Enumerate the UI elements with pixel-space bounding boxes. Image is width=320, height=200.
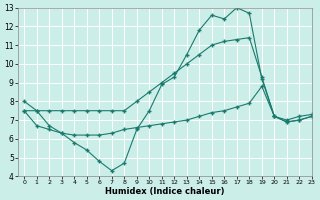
X-axis label: Humidex (Indice chaleur): Humidex (Indice chaleur): [105, 187, 225, 196]
